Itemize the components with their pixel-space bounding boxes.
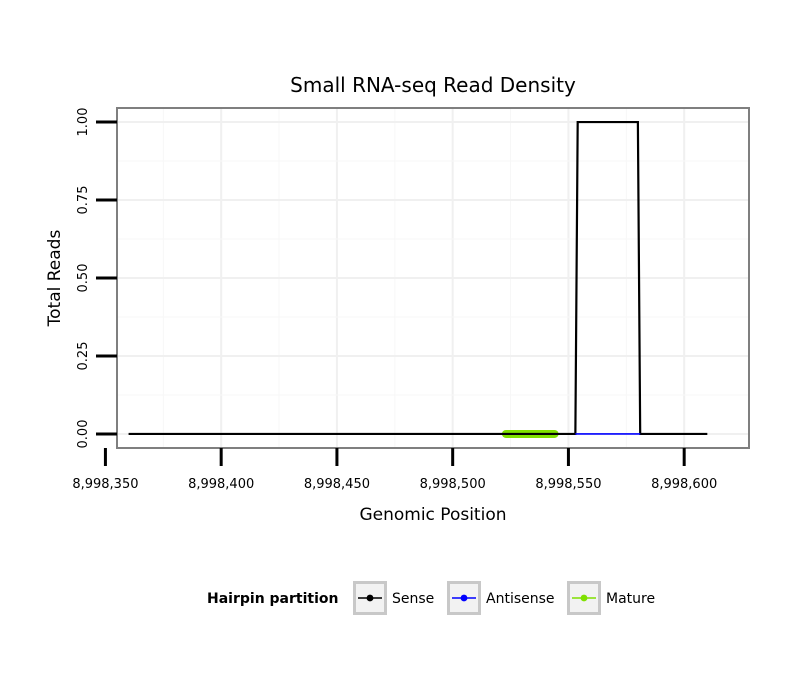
y-axis: 0.00 0.25 0.50 0.75 1.00 <box>76 108 117 449</box>
legend-item-antisense: Antisense <box>447 581 555 615</box>
legend-key-dot <box>366 594 374 602</box>
y-tick-label: 0.50 <box>76 264 91 293</box>
x-tick-label: 8,998,450 <box>304 477 370 492</box>
grid-lines <box>117 108 749 448</box>
y-tick-label: 0.75 <box>76 186 91 215</box>
y-tick-label: 1.00 <box>76 108 91 137</box>
x-tick-label: 8,998,400 <box>188 477 254 492</box>
legend-label: Antisense <box>486 591 555 607</box>
x-axis: 8,998,350 8,998,400 8,998,450 8,998,500 8,99… <box>72 448 717 492</box>
legend-item-mature: Mature <box>567 581 655 615</box>
x-tick-label: 8,998,600 <box>651 477 717 492</box>
y-tick-label: 0.00 <box>76 420 91 449</box>
series-line-sense <box>128 120 708 436</box>
legend-key-dot <box>580 594 588 602</box>
legend: Hairpin partition Sense Antisense Mature <box>207 581 655 615</box>
legend-label: Mature <box>606 591 655 607</box>
x-tick-label: 8,998,550 <box>535 477 601 492</box>
chart-title: Small RNA-seq Read Density <box>290 73 576 97</box>
y-tick-label: 0.25 <box>76 342 91 371</box>
legend-label: Sense <box>392 591 434 607</box>
x-tick-label: 8,998,350 <box>72 477 138 492</box>
legend-key-dot <box>460 594 468 602</box>
series-layer <box>128 120 708 438</box>
legend-item-sense: Sense <box>353 581 434 615</box>
x-tick-label: 8,998,500 <box>420 477 486 492</box>
legend-entries: Sense Antisense Mature <box>353 581 655 615</box>
x-axis-title: Genomic Position <box>359 505 506 525</box>
legend-title: Hairpin partition <box>207 591 338 607</box>
y-axis-title: Total Reads <box>45 230 65 328</box>
